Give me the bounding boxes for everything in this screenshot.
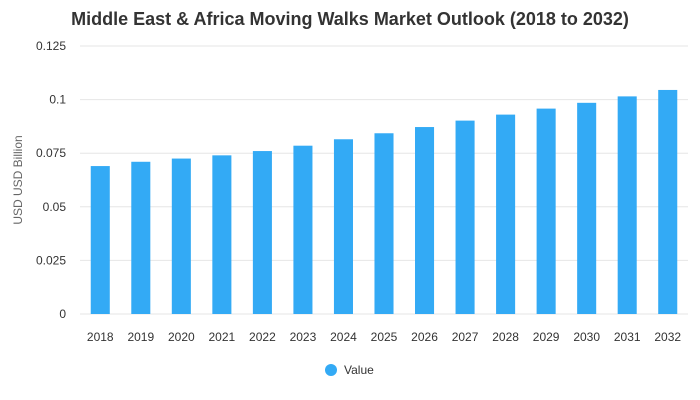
bar-2028[interactable] <box>496 114 516 314</box>
x-tick-label: 2031 <box>614 330 641 344</box>
x-axis-tick-labels: 2018 2019 2020 2021 2022 2023 2024 2025 2026 2027… <box>87 330 681 344</box>
x-tick-label: 2018 <box>87 330 114 344</box>
bar-2023[interactable] <box>293 145 313 314</box>
x-tick-label: 2028 <box>492 330 519 344</box>
x-tick-label: 2030 <box>573 330 600 344</box>
bars <box>90 89 678 315</box>
y-tick-label: 0 <box>59 307 66 321</box>
x-tick-label: 2019 <box>127 330 154 344</box>
x-tick-label: 2025 <box>371 330 398 344</box>
y-tick-label: 0.075 <box>36 146 66 160</box>
y-tick-label: 0.05 <box>43 200 67 214</box>
x-tick-label: 2029 <box>533 330 560 344</box>
bar-2022[interactable] <box>252 151 272 314</box>
bar-2027[interactable] <box>455 120 475 314</box>
x-tick-label: 2024 <box>330 330 357 344</box>
x-tick-label: 2022 <box>249 330 276 344</box>
bar-2030[interactable] <box>577 102 597 314</box>
bar-2020[interactable] <box>171 158 191 314</box>
legend-label-value[interactable]: Value <box>344 363 374 377</box>
bar-2025[interactable] <box>374 133 394 314</box>
x-tick-label: 2023 <box>290 330 317 344</box>
x-tick-label: 2032 <box>654 330 681 344</box>
legend-marker-value[interactable] <box>325 364 337 376</box>
chart-title: Middle East & Africa Moving Walks Market… <box>71 9 629 29</box>
bar-2018[interactable] <box>90 166 110 314</box>
bar-2026[interactable] <box>415 127 435 314</box>
y-tick-label: 0.125 <box>36 39 66 53</box>
x-tick-label: 2027 <box>452 330 479 344</box>
x-tick-label: 2020 <box>168 330 195 344</box>
bar-2031[interactable] <box>617 96 637 314</box>
x-tick-label: 2026 <box>411 330 438 344</box>
x-tick-label: 2021 <box>209 330 236 344</box>
bar-2021[interactable] <box>212 155 232 314</box>
bar-2032[interactable] <box>658 89 678 315</box>
bar-2024[interactable] <box>333 139 353 314</box>
y-tick-label: 0.1 <box>49 93 66 107</box>
bar-2029[interactable] <box>536 108 556 314</box>
legend[interactable]: Value <box>325 363 374 377</box>
bar-2019[interactable] <box>131 161 151 314</box>
y-tick-label: 0.025 <box>36 253 66 267</box>
y-axis-tick-labels: 0 0.025 0.05 0.075 0.1 0.125 <box>36 39 66 321</box>
y-axis-title: USD USD Billion <box>11 135 25 224</box>
